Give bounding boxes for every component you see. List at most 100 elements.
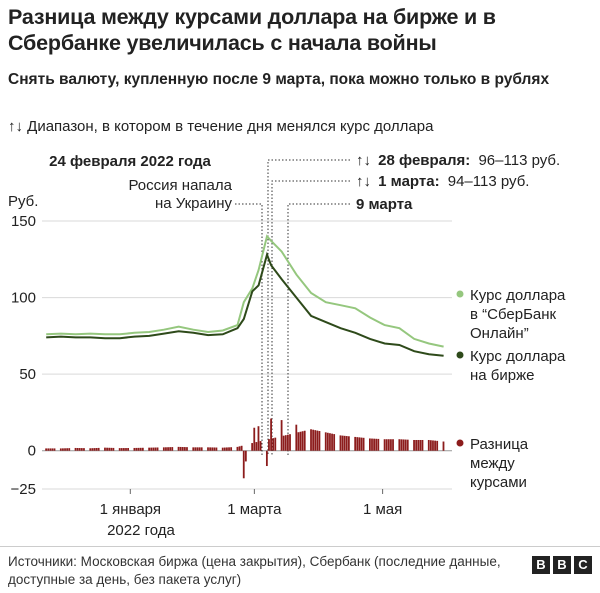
difference-bar: [221, 447, 224, 451]
difference-bar: [310, 429, 312, 451]
difference-bar: [347, 436, 350, 451]
difference-bar: [64, 448, 66, 451]
difference-bar: [373, 438, 376, 451]
difference-bar: [299, 431, 302, 451]
difference-bar: [427, 439, 430, 451]
difference-bar: [385, 439, 388, 451]
difference-bar: [284, 435, 287, 451]
difference-bar: [406, 439, 409, 451]
difference-bar: [402, 439, 405, 451]
difference-bar: [179, 446, 182, 451]
difference-bar: [274, 437, 277, 451]
chart-subtitle: Снять валюту, купленную после 9 марта, п…: [8, 71, 550, 88]
difference-bar: [139, 447, 142, 451]
difference-bar: [135, 447, 138, 451]
difference-bar: [398, 439, 401, 451]
difference-bar: [137, 447, 140, 451]
difference-bar: [215, 447, 218, 451]
difference-bar: [228, 447, 230, 451]
difference-bar: [236, 446, 239, 451]
invasion-label-line1: Россия напала: [128, 177, 232, 194]
mar1-arrows-icon: ↑↓: [356, 173, 371, 190]
bbc-logo-letter-c: C: [574, 556, 592, 574]
difference-bar: [282, 435, 285, 451]
difference-bar: [362, 437, 365, 451]
difference-bar: [301, 431, 304, 451]
difference-bar: [83, 448, 85, 451]
range-note: ↑↓ Диапазон, в котором в течение дня мен…: [8, 117, 433, 137]
difference-bar: [186, 447, 188, 451]
difference-bar: [253, 427, 256, 451]
difference-bar: [358, 437, 361, 451]
y-tick-label: −25: [11, 481, 36, 498]
feb28-date: 28 февраля:: [378, 152, 470, 169]
difference-bar: [108, 447, 111, 451]
y-tick-label: 50: [19, 366, 36, 383]
difference-bar: [312, 429, 315, 451]
difference-bar: [125, 448, 127, 451]
difference-bar: [80, 448, 83, 451]
range-arrows-icon: ↑↓: [8, 118, 23, 135]
chart: 150 100 50 0 −25 Руб. 24 февраля 2022 года Р…: [8, 152, 566, 539]
mar1-leader-line: [271, 180, 350, 455]
difference-bar: [383, 439, 386, 451]
difference-bar: [223, 447, 226, 451]
difference-bar: [297, 432, 300, 451]
legend-difference-line2: между: [470, 455, 515, 472]
x-tick-label: 1 мая: [363, 501, 402, 518]
difference-bar: [331, 433, 333, 451]
difference-bar: [226, 447, 228, 451]
difference-bar: [265, 450, 268, 467]
difference-bar: [390, 439, 392, 451]
difference-bar: [295, 424, 298, 451]
feb28-leader-line: [267, 159, 350, 455]
bbc-logo-letter-b1: B: [532, 556, 550, 574]
difference-bar: [97, 447, 100, 451]
legend-difference-dot: [456, 439, 464, 447]
legend: Курс доллара в “СберБанк Онлайн” Курс до…: [456, 287, 566, 491]
difference-bar: [154, 447, 157, 451]
difference-bar: [51, 448, 54, 451]
difference-bar: [207, 447, 209, 451]
legend-exchange-line1: Курс доллара: [470, 348, 566, 365]
difference-bar: [303, 430, 306, 451]
difference-bar: [434, 440, 436, 451]
difference-bars: [45, 418, 445, 479]
difference-bar: [333, 434, 336, 451]
difference-bar: [238, 446, 241, 451]
difference-bar: [118, 448, 121, 451]
difference-bar: [356, 437, 359, 451]
difference-bar: [148, 447, 151, 451]
difference-bar: [162, 447, 165, 451]
difference-bar: [200, 447, 203, 451]
difference-bar: [171, 447, 174, 451]
difference-bar: [259, 441, 262, 451]
difference-bar: [432, 440, 434, 451]
footer-divider: [0, 546, 600, 547]
y-tick-label: 150: [11, 213, 36, 230]
difference-bar: [150, 447, 153, 451]
difference-bar: [242, 450, 245, 479]
feb28-range: 96–113 руб.: [478, 152, 560, 169]
difference-bar: [156, 447, 159, 451]
difference-bar: [404, 439, 407, 451]
source-note: Источники: Московская биржа (цена закрыт…: [8, 554, 501, 587]
difference-bar: [429, 440, 432, 451]
difference-bar: [257, 426, 260, 451]
difference-bar: [392, 439, 394, 451]
difference-bar: [369, 438, 371, 451]
legend-sber-dot: [456, 290, 464, 298]
mar1-annotation: ↑↓ 1 марта: 94–113 руб.: [356, 173, 529, 190]
difference-bar: [230, 447, 233, 451]
mar9-label: 9 марта: [356, 196, 413, 213]
difference-bar: [240, 445, 243, 451]
legend-sber-line2: в “СберБанк: [470, 306, 557, 323]
mar1-date: 1 марта:: [378, 173, 439, 190]
y-tick-labels: 150 100 50 0 −25: [11, 213, 36, 498]
difference-bar: [177, 446, 180, 451]
legend-sber-line3: Онлайн”: [470, 325, 529, 342]
difference-bar: [53, 448, 56, 451]
difference-bar: [196, 447, 199, 451]
y-tick-label: 0: [28, 443, 36, 460]
difference-bar: [377, 438, 380, 451]
